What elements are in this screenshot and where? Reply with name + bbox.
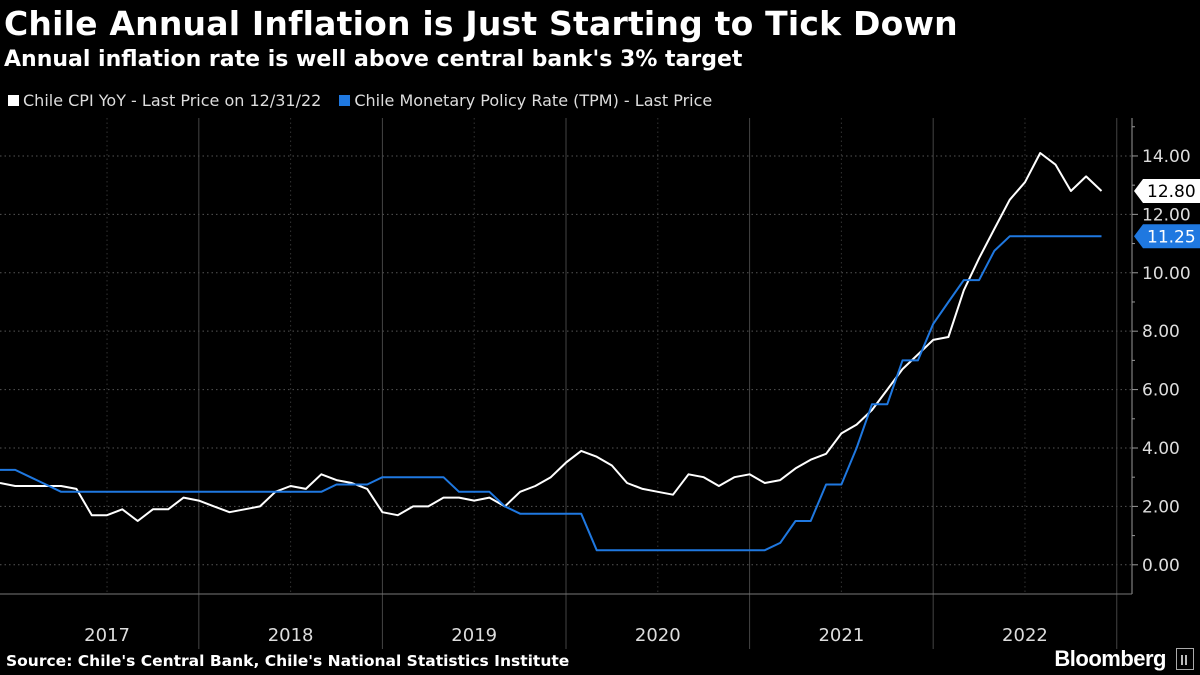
last-value-label-cpi: 12.80	[1147, 182, 1196, 202]
legend-item-cpi: Chile CPI YoY - Last Price on 12/31/22	[8, 91, 321, 110]
x-tick-label: 2021	[818, 625, 864, 646]
chart-subtitle: Annual inflation rate is well above cent…	[4, 47, 743, 72]
y-tick-label: 14.00	[1142, 147, 1191, 167]
x-tick-label: 2018	[268, 625, 314, 646]
last-value-label-tpm: 11.25	[1147, 227, 1196, 247]
source-note: Source: Chile's Central Bank, Chile's Na…	[6, 652, 570, 670]
legend-swatch-tpm	[339, 95, 351, 106]
x-tick-label: 2020	[635, 625, 681, 646]
x-tick-label: 2017	[84, 625, 130, 646]
y-tick-label: 4.00	[1142, 439, 1180, 459]
legend-item-tpm: Chile Monetary Policy Rate (TPM) - Last …	[339, 91, 712, 110]
terminal-icon	[1176, 648, 1194, 670]
series-line-cpi	[0, 152, 1103, 522]
x-tick-label: 2022	[1002, 625, 1048, 646]
legend-label-cpi: Chile CPI YoY - Last Price on 12/31/22	[23, 91, 322, 110]
legend-swatch-cpi	[8, 95, 19, 106]
y-tick-label: 0.00	[1142, 556, 1180, 576]
axis-layer: 0.00 2.00 4.00 6.00 8.00 10.00 12.00 14.00 2017 2…	[0, 118, 1200, 646]
y-tick-label: 12.00	[1142, 205, 1191, 225]
grid-layer	[0, 118, 1132, 649]
last-value-tag-cpi	[1134, 179, 1200, 204]
bloomberg-logo: Bloomberg	[1054, 646, 1166, 671]
y-tick-label: 10.00	[1142, 264, 1191, 284]
legend-label-tpm: Chile Monetary Policy Rate (TPM) - Last …	[354, 91, 713, 110]
y-tick-label: 6.00	[1142, 381, 1180, 401]
chart-title: Chile Annual Inflation is Just Starting …	[4, 4, 958, 43]
legend: Chile CPI YoY - Last Price on 12/31/22 C…	[8, 91, 712, 110]
y-tick-label: 2.00	[1142, 497, 1180, 517]
y-tick-label: 8.00	[1142, 322, 1180, 342]
x-tick-label: 2019	[451, 625, 497, 646]
last-value-tag-tpm	[1134, 224, 1200, 249]
series-layer	[0, 152, 1103, 552]
series-line-tpm	[0, 235, 1102, 552]
